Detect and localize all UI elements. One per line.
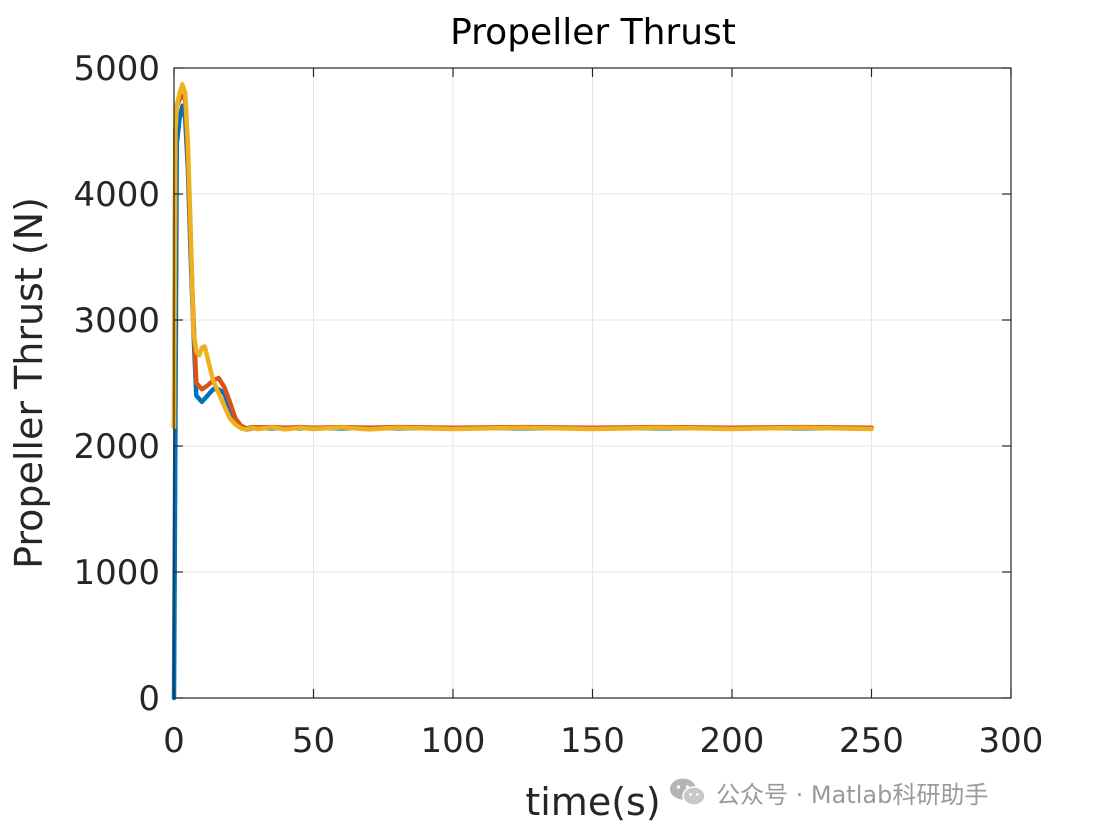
y-tick-label: 0 bbox=[138, 679, 160, 719]
y-tick-label: 5000 bbox=[73, 49, 160, 89]
series-line-2 bbox=[171, 93, 874, 431]
watermark: 公众号 · Matlab科研助手 bbox=[668, 772, 988, 812]
y-tick-label: 3000 bbox=[73, 301, 160, 341]
series-line-3 bbox=[171, 82, 874, 432]
x-tick-label: 250 bbox=[839, 721, 904, 761]
y-tick-label: 4000 bbox=[73, 175, 160, 215]
watermark-text: 公众号 · Matlab科研助手 bbox=[716, 780, 989, 809]
x-axis-label: time(s) bbox=[525, 780, 660, 824]
x-tick-label: 100 bbox=[421, 721, 486, 761]
x-tick-label: 50 bbox=[292, 721, 335, 761]
y-axis-label: Propeller Thrust (N) bbox=[7, 197, 51, 569]
series-line-1 bbox=[171, 103, 874, 701]
grid-lines bbox=[174, 68, 1011, 698]
x-tick-label: 150 bbox=[560, 721, 625, 761]
x-tick-label: 0 bbox=[163, 721, 185, 761]
wechat-icon bbox=[670, 778, 706, 806]
series-lines bbox=[171, 82, 874, 701]
x-tick-label: 300 bbox=[979, 721, 1044, 761]
chart-title: Propeller Thrust bbox=[450, 12, 736, 53]
y-tick-label: 2000 bbox=[73, 427, 160, 467]
y-tick-label: 1000 bbox=[73, 553, 160, 593]
x-tick-label: 200 bbox=[700, 721, 765, 761]
